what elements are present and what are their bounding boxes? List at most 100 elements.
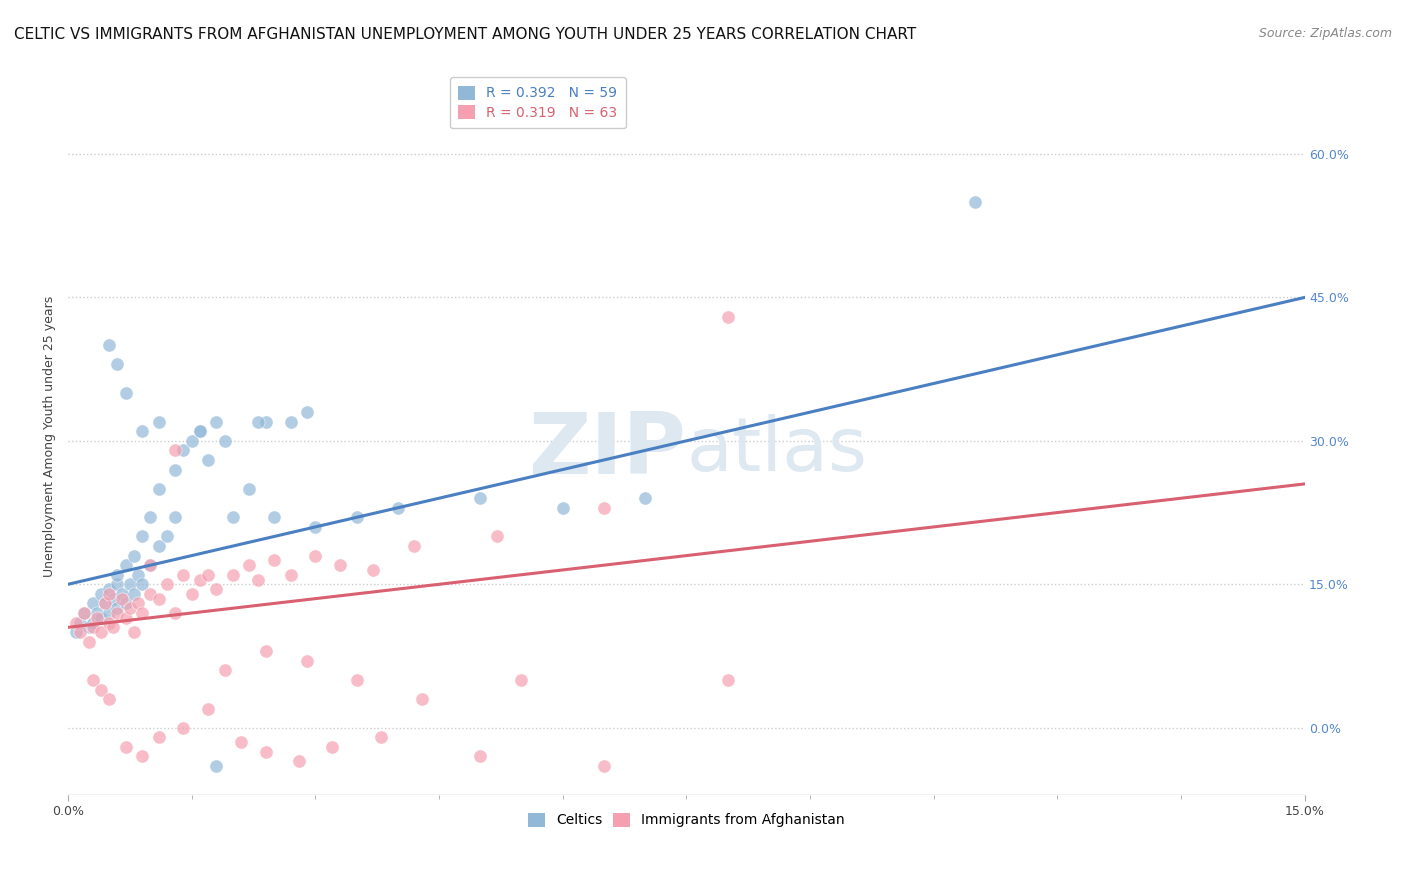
Point	[86, 611, 108, 625]
Point	[634, 491, 657, 506]
Point	[304, 549, 326, 563]
Point	[69, 625, 91, 640]
Point	[510, 673, 533, 687]
Point	[122, 625, 145, 640]
Point	[716, 310, 738, 324]
Point	[98, 692, 121, 706]
Point	[197, 567, 219, 582]
Point	[263, 553, 285, 567]
Point	[172, 721, 194, 735]
Point	[105, 577, 128, 591]
Point	[139, 510, 162, 524]
Point	[404, 539, 426, 553]
Point	[295, 654, 318, 668]
Point	[485, 529, 508, 543]
Point	[98, 582, 121, 596]
Point	[86, 606, 108, 620]
Point	[139, 558, 162, 573]
Text: atlas: atlas	[686, 414, 868, 487]
Text: CELTIC VS IMMIGRANTS FROM AFGHANISTAN UNEMPLOYMENT AMONG YOUTH UNDER 25 YEARS CO: CELTIC VS IMMIGRANTS FROM AFGHANISTAN UN…	[14, 27, 917, 42]
Point	[321, 739, 343, 754]
Point	[222, 567, 245, 582]
Point	[131, 529, 153, 543]
Point	[180, 434, 202, 448]
Point	[114, 596, 136, 610]
Point	[90, 625, 112, 640]
Point	[98, 606, 121, 620]
Point	[963, 194, 986, 209]
Point	[73, 606, 96, 620]
Point	[131, 749, 153, 764]
Point	[105, 601, 128, 615]
Point	[77, 634, 100, 648]
Point	[411, 692, 433, 706]
Point	[593, 759, 616, 773]
Point	[148, 591, 170, 606]
Point	[148, 731, 170, 745]
Point	[94, 596, 117, 610]
Point	[188, 425, 211, 439]
Point	[238, 482, 260, 496]
Y-axis label: Unemployment Among Youth under 25 years: Unemployment Among Youth under 25 years	[44, 295, 56, 577]
Point	[329, 558, 352, 573]
Point	[98, 615, 121, 630]
Point	[110, 591, 132, 606]
Point	[118, 601, 141, 615]
Point	[254, 415, 277, 429]
Point	[90, 587, 112, 601]
Point	[188, 425, 211, 439]
Point	[127, 596, 149, 610]
Point	[254, 644, 277, 658]
Point	[148, 415, 170, 429]
Point	[254, 745, 277, 759]
Point	[387, 500, 409, 515]
Point	[156, 577, 179, 591]
Point	[593, 500, 616, 515]
Point	[82, 615, 104, 630]
Point	[77, 620, 100, 634]
Point	[246, 573, 269, 587]
Point	[214, 434, 236, 448]
Point	[222, 510, 245, 524]
Point	[238, 558, 260, 573]
Point	[127, 567, 149, 582]
Text: ZIP: ZIP	[529, 409, 686, 491]
Point	[346, 510, 368, 524]
Point	[716, 673, 738, 687]
Point	[90, 611, 112, 625]
Point	[114, 558, 136, 573]
Point	[114, 739, 136, 754]
Point	[65, 615, 87, 630]
Point	[114, 386, 136, 401]
Point	[295, 405, 318, 419]
Point	[165, 606, 187, 620]
Point	[470, 749, 492, 764]
Point	[82, 620, 104, 634]
Point	[82, 673, 104, 687]
Point	[205, 759, 228, 773]
Point	[346, 673, 368, 687]
Point	[165, 510, 187, 524]
Point	[148, 482, 170, 496]
Point	[370, 731, 392, 745]
Point	[90, 682, 112, 697]
Legend: Celtics, Immigrants from Afghanistan: Celtics, Immigrants from Afghanistan	[522, 805, 852, 834]
Point	[105, 357, 128, 371]
Point	[131, 577, 153, 591]
Point	[246, 415, 269, 429]
Point	[139, 558, 162, 573]
Point	[172, 567, 194, 582]
Point	[98, 338, 121, 352]
Point	[205, 582, 228, 596]
Point	[110, 587, 132, 601]
Point	[197, 701, 219, 715]
Point	[122, 549, 145, 563]
Point	[280, 567, 302, 582]
Point	[94, 596, 117, 610]
Point	[165, 462, 187, 476]
Point	[148, 539, 170, 553]
Point	[98, 587, 121, 601]
Point	[69, 615, 91, 630]
Point	[122, 587, 145, 601]
Point	[214, 664, 236, 678]
